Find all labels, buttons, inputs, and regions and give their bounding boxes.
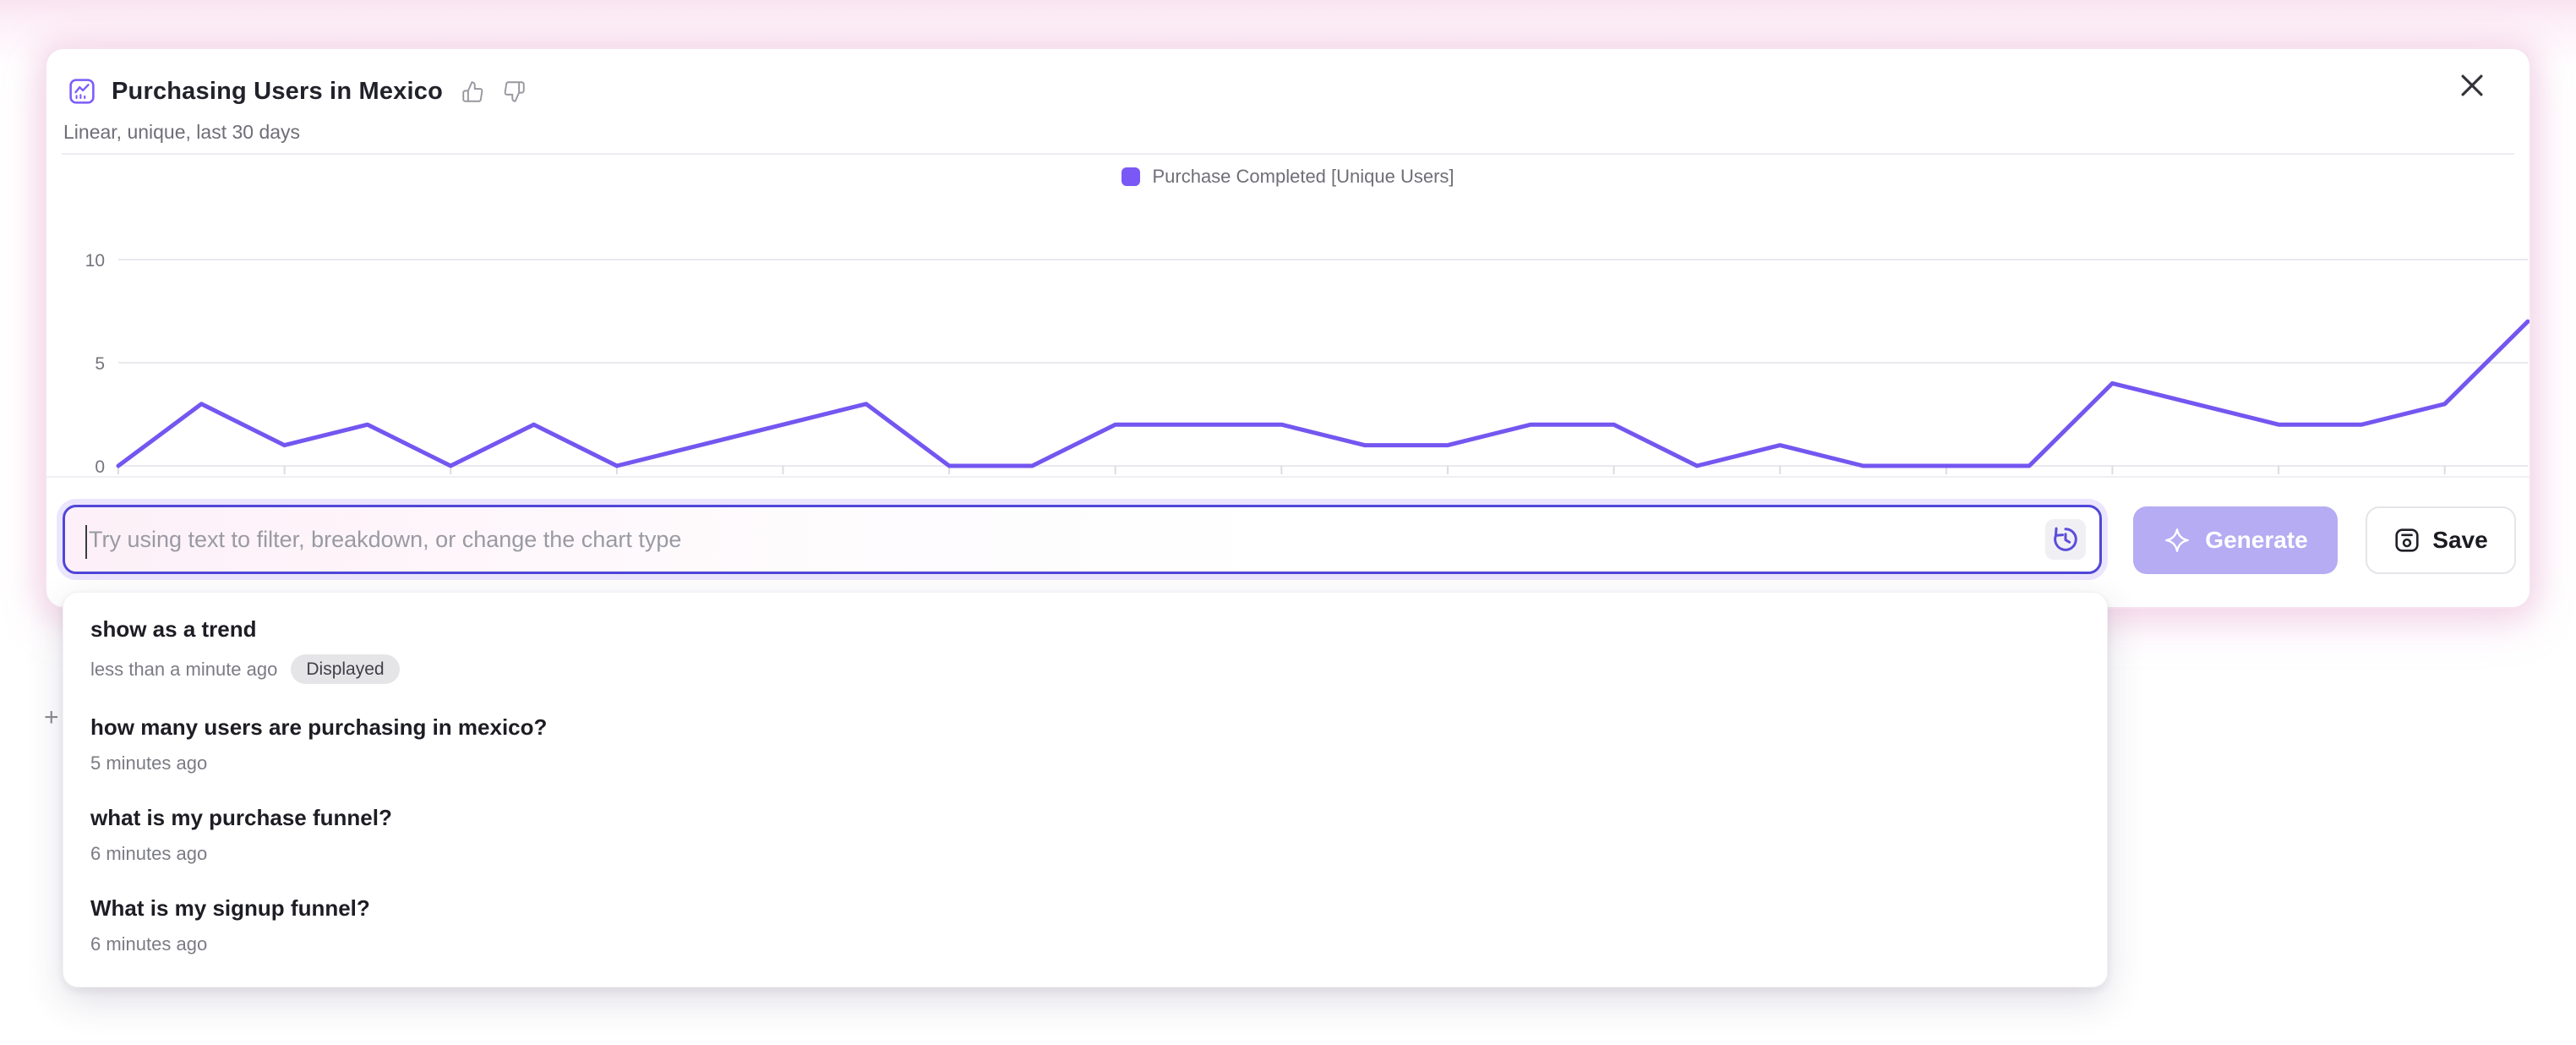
close-icon <box>2461 74 2483 96</box>
history-item-time: less than a minute ago <box>90 658 278 680</box>
history-dropdown: show as a trend less than a minute ago D… <box>63 592 2108 988</box>
history-item[interactable]: how many users are purchasing in mexico?… <box>63 699 2107 790</box>
save-button[interactable]: Save <box>2366 506 2516 574</box>
line-chart[interactable]: 0510May 2May 4May 6May 8May 10May 12May … <box>46 152 2530 484</box>
displayed-badge: Displayed <box>291 654 400 685</box>
save-icon <box>2395 528 2419 552</box>
history-item-title: what is my purchase funnel? <box>90 805 392 831</box>
history-item-time: 5 minutes ago <box>90 752 208 774</box>
generate-label: Generate <box>2205 527 2308 553</box>
history-item-time: 6 minutes ago <box>90 933 208 955</box>
series-line[interactable] <box>116 319 2530 468</box>
text-caret <box>85 525 87 559</box>
card-header: Purchasing Users in Mexico <box>69 66 2507 117</box>
card-subtitle: Linear, unique, last 30 days <box>63 121 301 143</box>
generate-button[interactable]: Generate <box>2133 506 2338 574</box>
y-axis-labels: 0 5 10 <box>85 251 105 477</box>
legend-label: Purchase Completed [Unique Users] <box>1152 166 1454 187</box>
history-button[interactable] <box>2045 519 2086 560</box>
history-clock-icon <box>2054 527 2077 551</box>
history-item[interactable]: what is my purchase funnel? 6 minutes ag… <box>63 790 2107 880</box>
chart-legend[interactable]: Purchase Completed [Unique Users] <box>46 166 2530 188</box>
divider <box>62 153 2514 155</box>
history-item-time: 6 minutes ago <box>90 843 208 865</box>
ai-prompt-inputbox <box>63 505 2102 574</box>
thumbs-up-icon[interactable] <box>461 80 484 103</box>
thumbs-down-icon[interactable] <box>503 80 526 103</box>
save-label: Save <box>2432 527 2488 553</box>
legend-swatch <box>1122 167 1141 186</box>
history-item-title: how many users are purchasing in mexico? <box>90 714 548 741</box>
history-item-title: show as a trend <box>90 616 257 642</box>
close-button[interactable] <box>2453 66 2491 105</box>
gridlines <box>118 259 2528 467</box>
divider <box>46 476 2530 478</box>
svg-text:0: 0 <box>95 457 105 477</box>
canvas-add-button[interactable]: + <box>44 703 59 731</box>
svg-text:10: 10 <box>85 251 105 271</box>
x-axis-ticks <box>117 466 2446 474</box>
card-title: Purchasing Users in Mexico <box>112 77 443 105</box>
svg-text:5: 5 <box>95 354 105 374</box>
history-item[interactable]: What is my signup funnel? 6 minutes ago <box>63 880 2107 971</box>
history-item-title: What is my signup funnel? <box>90 895 370 922</box>
prompt-input[interactable] <box>65 507 2099 572</box>
sparkle-icon <box>2165 528 2190 552</box>
history-item[interactable]: show as a trend less than a minute ago D… <box>63 601 2107 699</box>
chart-insight-icon <box>69 79 95 104</box>
